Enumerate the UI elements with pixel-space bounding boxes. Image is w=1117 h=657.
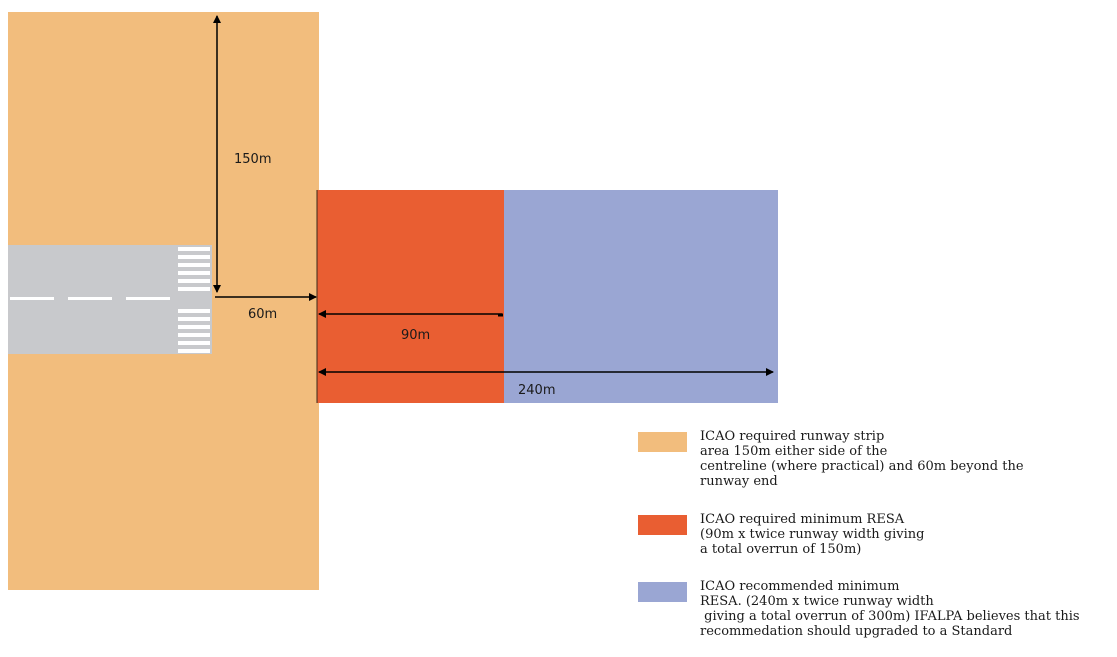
legend-line: centreline (where practical) and 60m bey…: [700, 459, 1024, 474]
label-240m: 240m: [518, 383, 555, 398]
centreline-dash: [126, 297, 170, 300]
legend-line: area 150m either side of the: [700, 444, 888, 459]
threshold-bar: [178, 263, 210, 267]
legend-line: (90m x twice runway width giving: [700, 527, 925, 542]
label-60m: 60m: [248, 307, 277, 322]
min-resa-area: [317, 190, 505, 403]
centreline-dash: [10, 297, 54, 300]
threshold-bar: [178, 279, 210, 283]
threshold-bar: [178, 247, 210, 251]
runway-strip-swatch: [638, 432, 687, 452]
threshold-bar: [178, 309, 210, 313]
legend-line: giving a total overrun of 300m) IFALPA b…: [700, 609, 1080, 624]
legend-text-rec-resa: ICAO recommended minimum RESA. (240m x t…: [700, 579, 1117, 639]
label-90m: 90m: [401, 328, 430, 343]
legend-line: ICAO recommended minimum: [700, 579, 900, 594]
threshold-bar: [178, 325, 210, 329]
threshold-bar: [178, 287, 210, 291]
legend-text-runway-strip: ICAO required runway strip area 150m eit…: [700, 429, 1117, 489]
centreline-dash: [68, 297, 112, 300]
threshold-bar: [178, 341, 210, 345]
legend-line: runway end: [700, 474, 778, 489]
threshold-bar: [178, 317, 210, 321]
threshold-bar: [178, 271, 210, 275]
label-150m: 150m: [234, 152, 271, 167]
threshold-markings-upper: [178, 247, 210, 291]
legend-line: ICAO required runway strip: [700, 429, 885, 444]
threshold-bar: [178, 255, 210, 259]
min-resa-swatch: [638, 515, 687, 535]
legend-line: recommedation should upgraded to a Stand…: [700, 624, 1013, 639]
legend-text-min-resa: ICAO required minimum RESA (90m x twice …: [700, 512, 1117, 557]
legend-line: ICAO required minimum RESA: [700, 512, 905, 527]
threshold-bar: [178, 349, 210, 353]
legend-line: a total overrun of 150m): [700, 542, 862, 557]
legend-line: RESA. (240m x twice runway width: [700, 594, 934, 609]
threshold-bar: [178, 333, 210, 337]
rec-resa-swatch: [638, 582, 687, 602]
runway-centreline: [10, 297, 170, 300]
threshold-markings-lower: [178, 309, 210, 353]
rec-resa-area: [504, 190, 778, 403]
